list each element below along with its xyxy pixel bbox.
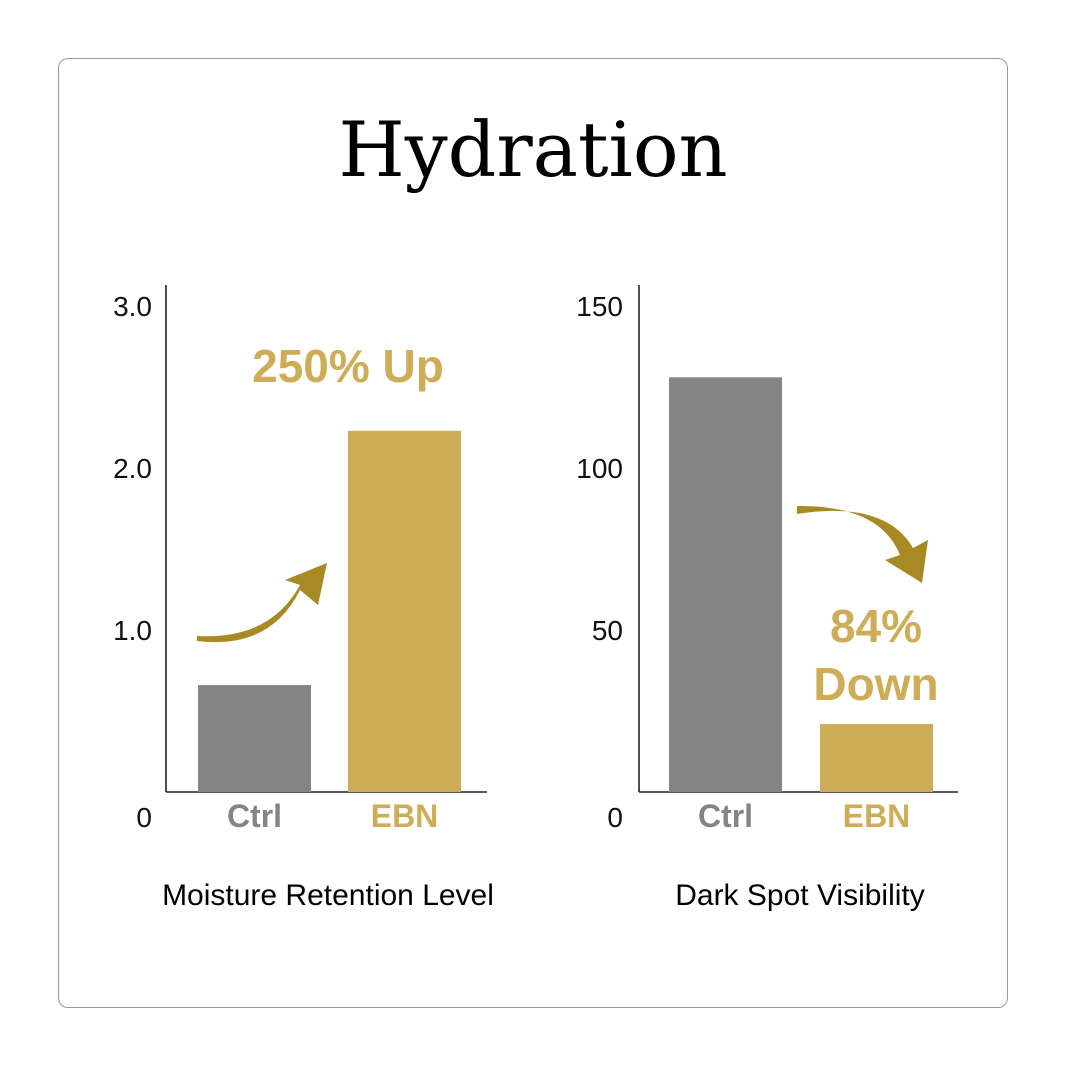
y-tick-label: 1.0: [113, 615, 152, 646]
chart-caption: Dark Spot Visibility: [675, 879, 925, 912]
category-label: EBN: [371, 798, 439, 834]
chart-caption: Moisture Retention Level: [162, 879, 494, 912]
y-tick-label: 0: [136, 802, 152, 833]
bar-ebn: [820, 723, 933, 792]
y-tick-label: 2.0: [113, 453, 152, 484]
category-label: EBN: [843, 798, 911, 834]
bar-ctrl: [198, 685, 311, 792]
category-label: Ctrl: [698, 798, 753, 834]
arrow-down-icon: [797, 505, 928, 583]
y-tick-label: 100: [576, 453, 623, 484]
y-tick-label: 3.0: [113, 291, 152, 322]
bar-ctrl: [669, 377, 782, 792]
page-title: Hydration: [338, 105, 728, 194]
y-tick-label: 0: [607, 802, 623, 833]
y-tick-label: 50: [592, 615, 623, 646]
change-annotation: 84%: [830, 600, 922, 652]
change-annotation: 250% Up: [252, 340, 444, 392]
y-tick-label: 150: [576, 291, 623, 322]
change-annotation: Down: [813, 658, 938, 710]
arrow-up-icon: [197, 563, 327, 643]
category-label: Ctrl: [227, 798, 282, 834]
chart-card: [58, 58, 1008, 1008]
bar-ebn: [348, 430, 461, 792]
